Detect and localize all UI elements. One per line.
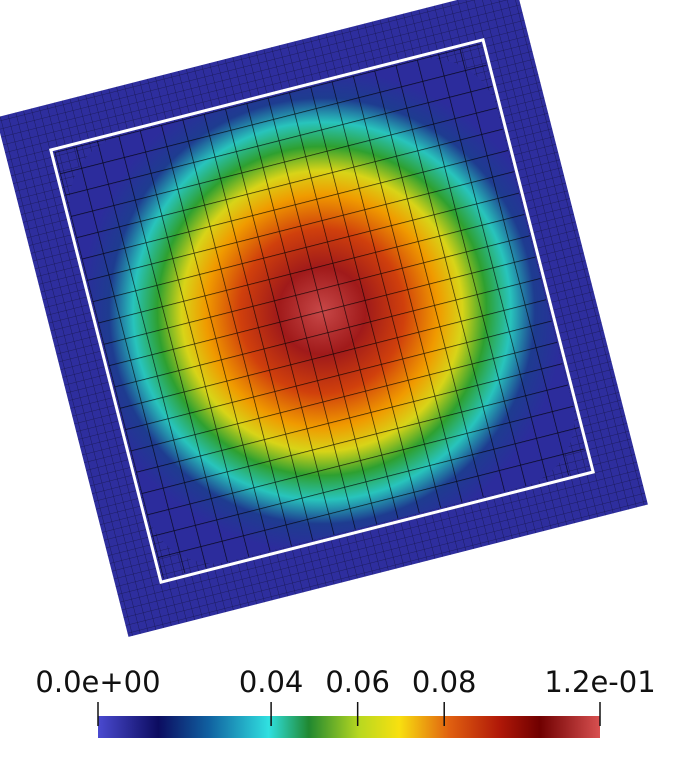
- mesh-grid: [54, 43, 590, 579]
- tick-label: 1.2e-01: [544, 665, 655, 699]
- tick-label: 0.06: [325, 665, 390, 699]
- tick-label: 0.0e+00: [35, 665, 160, 699]
- domain-outline: [49, 38, 595, 584]
- tick-label: 0.04: [239, 665, 304, 699]
- colorbar: [98, 716, 600, 738]
- tick-label: 0.08: [412, 665, 477, 699]
- mesh: [0, 0, 648, 637]
